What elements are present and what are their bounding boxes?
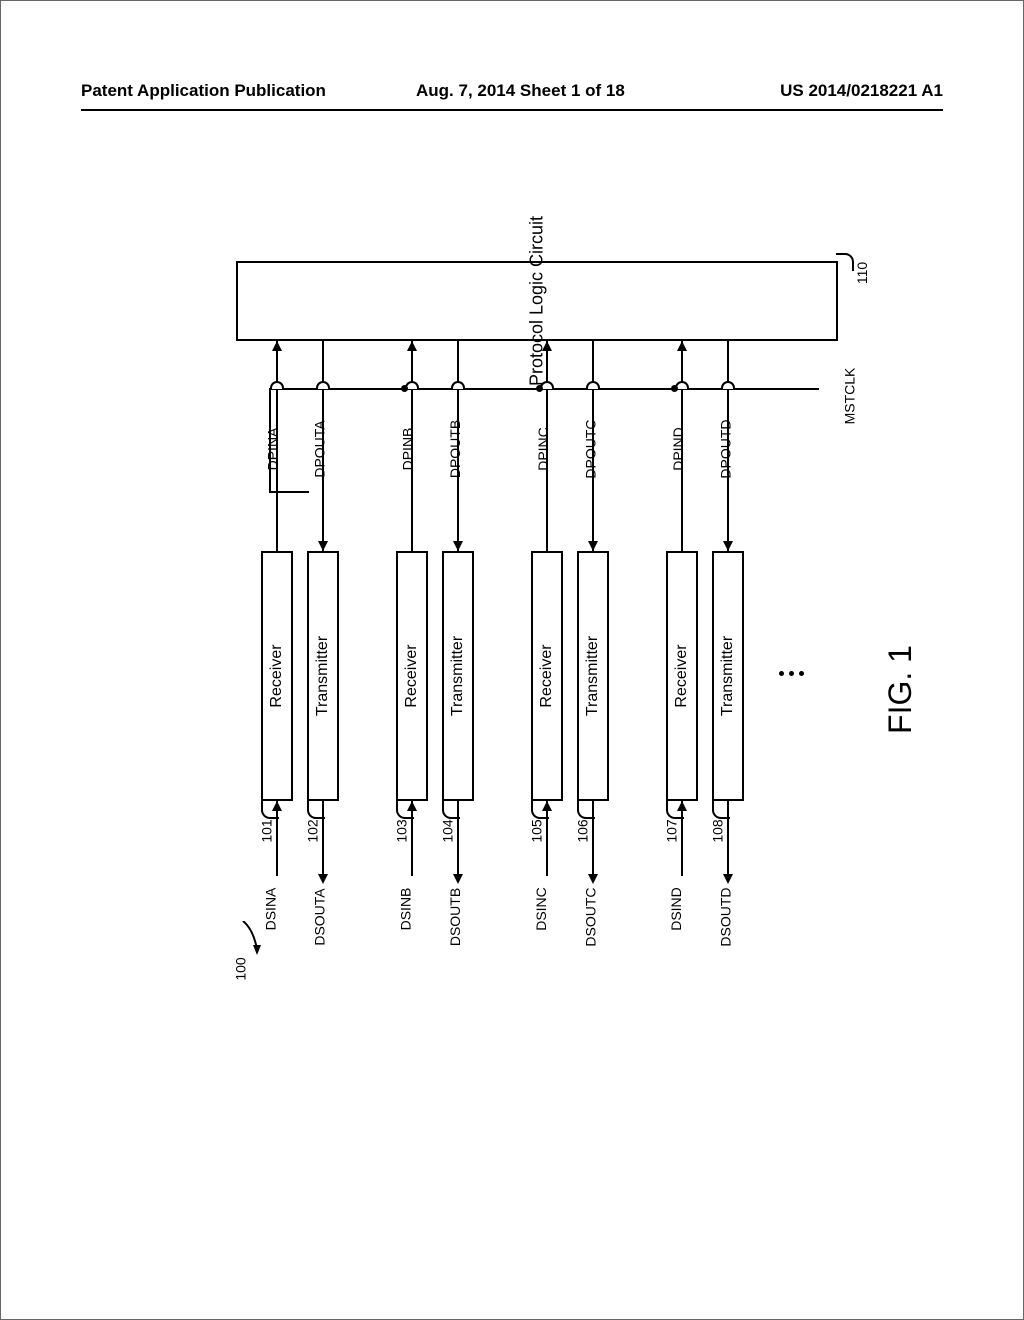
receiver-a: Receiver	[261, 551, 293, 801]
dsouta-label: DSOUTA	[312, 888, 328, 945]
dsinb-arrowhead-icon	[407, 801, 417, 811]
mstclk-tap-a	[269, 491, 309, 493]
dsoutc-arrowhead-icon	[588, 874, 598, 884]
transmitter-b: Transmitter	[442, 551, 474, 801]
dpoutb-arrowhead-icon	[453, 541, 463, 551]
jump-d-tx	[721, 381, 735, 389]
jump-a-rx	[270, 381, 284, 389]
receiver-b-label: Receiver	[403, 644, 421, 707]
protocol-logic-block: Protocol Logic Circuit	[236, 261, 838, 341]
dsouta-arrowhead-icon	[318, 874, 328, 884]
dsouta-line	[322, 801, 324, 876]
ref-100: 100	[233, 957, 249, 980]
dsinc-label: DSINC	[533, 887, 549, 931]
dsoutb-label: DSOUTB	[447, 888, 463, 946]
dpinb-label: DPINB	[399, 428, 415, 471]
dpinc-label: DPINC	[535, 427, 551, 471]
dsoutb-arrowhead-icon	[453, 874, 463, 884]
ref-110: 110	[854, 262, 870, 284]
receiver-c: Receiver	[531, 551, 563, 801]
transmitter-a: Transmitter	[307, 551, 339, 801]
dpoutb-label: DPOUTB	[447, 420, 463, 478]
jump-c-tx	[586, 381, 600, 389]
dpouta-arrowhead-icon	[318, 541, 328, 551]
jump-a-tx	[316, 381, 330, 389]
dpouta-label: DPOUTA	[312, 420, 328, 477]
receiver-b: Receiver	[396, 551, 428, 801]
ellipsis-dot-2	[789, 671, 794, 676]
ellipsis-dot-3	[799, 671, 804, 676]
header-left: Patent Application Publication	[81, 81, 326, 101]
dsind-arrowhead-icon	[677, 801, 687, 811]
dsoutc-line	[592, 801, 594, 876]
dsinb-label: DSINB	[397, 888, 413, 931]
mstclk-label: MSTCLK	[841, 368, 857, 425]
dsoutc-label: DSOUTC	[583, 887, 599, 946]
mstclk-node-d	[671, 385, 678, 392]
dsinc-arrowhead-icon	[542, 801, 552, 811]
protocol-logic-label: Protocol Logic Circuit	[527, 216, 548, 386]
page-header: Patent Application Publication Aug. 7, 2…	[81, 81, 943, 111]
dpind-label: DPIND	[670, 427, 686, 471]
transmitter-c: Transmitter	[577, 551, 609, 801]
dsoutd-arrowhead-icon	[723, 874, 733, 884]
receiver-a-label: Receiver	[268, 644, 286, 707]
ellipsis-dot-1	[779, 671, 784, 676]
transmitter-b-label: Transmitter	[449, 636, 467, 716]
receiver-c-label: Receiver	[538, 644, 556, 707]
dpoutc-arrowhead-icon	[588, 541, 598, 551]
header-right: US 2014/0218221 A1	[780, 81, 943, 101]
dsinb-line	[411, 801, 413, 876]
dpinb-arrowhead-icon	[407, 341, 417, 351]
receiver-d: Receiver	[666, 551, 698, 801]
dsina-arrowhead-icon	[272, 801, 282, 811]
dsind-label: DSIND	[668, 887, 684, 931]
mstclk-node-b	[401, 385, 408, 392]
ref-100-arrow-icon	[239, 921, 265, 957]
transmitter-c-label: Transmitter	[584, 636, 602, 716]
page-frame: Patent Application Publication Aug. 7, 2…	[0, 0, 1024, 1320]
dsinc-line	[546, 801, 548, 876]
jump-b-tx	[451, 381, 465, 389]
dsoutb-line	[457, 801, 459, 876]
dpoutc-label: DPOUTC	[583, 419, 599, 478]
header-center: Aug. 7, 2014 Sheet 1 of 18	[416, 81, 625, 101]
transmitter-d-label: Transmitter	[719, 636, 737, 716]
ref-arc-110	[836, 253, 854, 271]
dsind-line	[681, 801, 683, 876]
transmitter-d: Transmitter	[712, 551, 744, 801]
ref-108: 108	[710, 819, 726, 842]
dpina-arrowhead-icon	[272, 341, 282, 351]
ref-103: 103	[394, 819, 410, 842]
dpoutd-arrowhead-icon	[723, 541, 733, 551]
ref-101: 101	[259, 819, 275, 842]
transmitter-a-label: Transmitter	[314, 636, 332, 716]
mstclk-drop-a	[269, 389, 271, 492]
dsoutd-label: DSOUTD	[718, 887, 734, 946]
receiver-d-label: Receiver	[673, 644, 691, 707]
dpind-arrowhead-icon	[677, 341, 687, 351]
ref-105: 105	[529, 819, 545, 842]
figure-1-diagram: Protocol Logic Circuit 110 100 MSTCLK Re…	[141, 261, 885, 1041]
dsina-label: DSINA	[262, 888, 278, 931]
ref-106: 106	[575, 819, 591, 842]
figure-caption: FIG. 1	[882, 645, 919, 734]
mstclk-node-c	[536, 385, 543, 392]
ref-104: 104	[440, 819, 456, 842]
dsoutd-line	[727, 801, 729, 876]
dpoutd-label: DPOUTD	[718, 419, 734, 478]
dsina-line	[276, 801, 278, 876]
ref-107: 107	[664, 819, 680, 842]
ref-102: 102	[305, 819, 321, 842]
dpina-label: DPINA	[264, 428, 280, 471]
dpinc-arrowhead-icon	[542, 341, 552, 351]
